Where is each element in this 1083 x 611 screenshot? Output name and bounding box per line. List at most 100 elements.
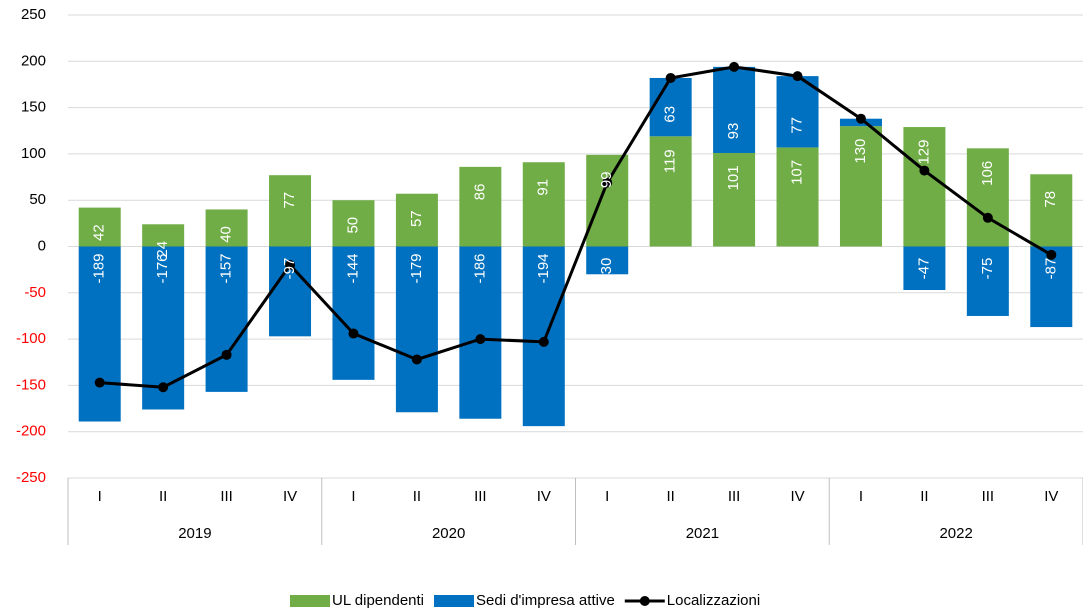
data-label: -75 (979, 258, 996, 280)
bar (395, 246, 438, 413)
data-label: -186 (471, 253, 488, 283)
marker (1046, 249, 1057, 260)
marker (919, 165, 930, 176)
data-label: 50 (344, 217, 361, 234)
legend-swatch (434, 595, 475, 607)
bar (205, 246, 248, 392)
data-label: 77 (281, 192, 298, 209)
marker (348, 328, 359, 339)
bar (713, 66, 756, 153)
bar (205, 209, 248, 247)
data-label: 119 (662, 149, 679, 173)
bar (332, 200, 375, 247)
data-label: -30 (598, 258, 615, 280)
data-label: -189 (91, 253, 108, 283)
legend-swatch (639, 596, 650, 606)
data-label: 107 (789, 160, 806, 185)
bar (586, 154, 629, 247)
y-tick-label: 250 (21, 6, 46, 23)
year-label: 2021 (686, 525, 719, 542)
bar (459, 246, 502, 419)
data-label: -97 (281, 258, 298, 280)
x-tick-label: IV (537, 488, 551, 505)
bar (839, 126, 882, 247)
x-tick-label: I (859, 488, 863, 505)
data-label: -179 (408, 253, 425, 283)
legend-label: Sedi d'impresa attive (476, 592, 615, 609)
y-tick-label: -250 (16, 469, 46, 486)
data-label: -144 (344, 253, 361, 283)
bar (903, 246, 946, 291)
bar (78, 246, 121, 422)
x-tick-label: I (98, 488, 102, 505)
bar (395, 193, 438, 247)
bar (269, 175, 312, 247)
data-label: 86 (471, 184, 488, 201)
bar (459, 166, 502, 247)
x-tick-label: III (474, 488, 487, 505)
bar (1030, 174, 1073, 247)
bar (522, 246, 565, 427)
data-label: 106 (979, 161, 996, 186)
x-tick-label: IV (283, 488, 297, 505)
data-label: 57 (408, 210, 425, 227)
marker (855, 113, 866, 124)
bar (713, 152, 756, 247)
bar (649, 136, 692, 247)
marker (792, 71, 803, 82)
marker (538, 336, 549, 347)
data-label: -47 (915, 258, 932, 280)
x-tick-label: IV (790, 488, 804, 505)
marker (94, 377, 105, 388)
x-tick-label: IV (1044, 488, 1058, 505)
bar (776, 147, 819, 247)
legend-swatch (290, 595, 330, 607)
marker (285, 260, 296, 271)
legend-label: Localizzazioni (667, 592, 760, 609)
data-label: 40 (218, 226, 235, 243)
data-label: 101 (725, 165, 742, 190)
data-label: 42 (91, 224, 108, 241)
data-label: 99 (598, 171, 615, 188)
x-tick-label: II (159, 488, 167, 505)
data-label: -157 (218, 253, 235, 283)
line (99, 65, 1053, 389)
data-label: 78 (1042, 191, 1059, 208)
data-label: 77 (789, 117, 806, 134)
data-label: -176 (154, 253, 171, 283)
marker (665, 72, 676, 83)
bar (332, 246, 375, 380)
bar (522, 162, 565, 247)
data-label: 91 (535, 179, 552, 196)
bar (966, 246, 1009, 316)
bar (586, 246, 629, 275)
marker (982, 212, 993, 223)
marker (158, 382, 169, 393)
x-tick-label: II (920, 488, 928, 505)
data-label: 93 (725, 123, 742, 140)
data-label: -194 (535, 253, 552, 283)
data-label: 63 (662, 106, 679, 123)
data-label: 129 (915, 140, 932, 165)
bar (649, 77, 692, 137)
x-tick-label: I (605, 488, 609, 505)
y-tick-label: 150 (21, 99, 46, 116)
x-tick-label: III (728, 488, 741, 505)
legend-label: UL dipendenti (332, 592, 424, 609)
x-tick-label: III (982, 488, 995, 505)
bar (966, 148, 1009, 247)
bar (1030, 246, 1073, 328)
bar (903, 127, 946, 247)
bar (776, 76, 819, 148)
y-tick-label: 0 (38, 237, 46, 254)
x-tick-label: III (220, 488, 233, 505)
data-label: 130 (852, 139, 869, 164)
y-tick-label: -150 (16, 376, 46, 393)
y-tick-label: 100 (21, 145, 46, 162)
marker (221, 349, 232, 360)
y-tick-label: 200 (21, 52, 46, 69)
marker (475, 334, 486, 345)
y-tick-label: -200 (16, 423, 46, 440)
year-label: 2019 (178, 525, 211, 542)
